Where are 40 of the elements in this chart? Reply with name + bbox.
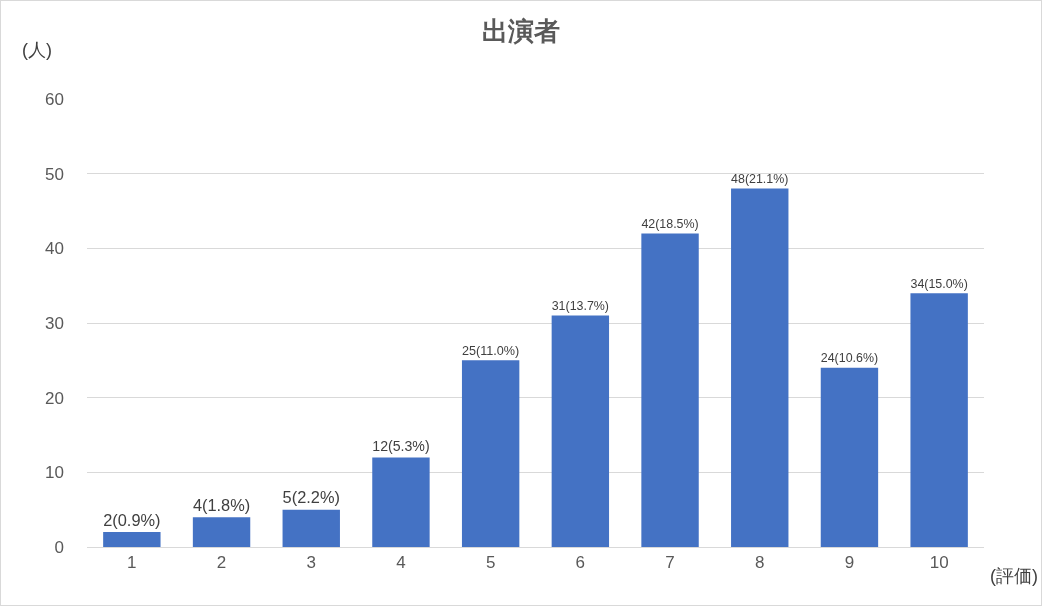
x-tick-label: 10 [929, 553, 949, 573]
y-tick-label: 10 [45, 463, 64, 483]
data-label: 42(18.5%) [641, 216, 699, 231]
bar [192, 517, 251, 547]
data-label: 34(15.0%) [910, 276, 968, 291]
bar [910, 293, 968, 547]
y-tick-label: 50 [45, 164, 64, 184]
bar [731, 188, 789, 547]
y-axis-title: (人) [22, 40, 52, 60]
data-label: 31(13.7%) [551, 298, 610, 313]
data-label: 25(11.0%) [461, 343, 520, 358]
bar [641, 233, 699, 547]
x-tick-label: 3 [306, 553, 316, 573]
data-label: 12(5.3%) [372, 438, 430, 455]
x-tick-label: 7 [665, 553, 675, 573]
y-tick-label: 30 [45, 313, 64, 333]
x-tick-label: 2 [216, 553, 227, 573]
bar [103, 532, 161, 547]
bar [372, 457, 430, 547]
x-tick-label: 8 [755, 553, 765, 573]
y-tick-label: 40 [45, 239, 64, 259]
x-tick-label: 1 [127, 553, 137, 573]
x-tick-label: 9 [844, 553, 855, 573]
x-axis-title: (評価) [990, 566, 1038, 586]
x-tick-label: 4 [396, 553, 406, 573]
bar [820, 367, 879, 547]
bar [551, 315, 610, 547]
x-tick-label: 6 [575, 553, 586, 573]
y-tick-label: 60 [45, 89, 64, 109]
y-tick-label: 0 [54, 537, 64, 557]
data-label: 48(21.1%) [731, 171, 789, 186]
chart-title: 出演者 [482, 16, 560, 47]
data-label: 24(10.6%) [820, 351, 879, 366]
bar [461, 360, 520, 547]
data-label: 4(1.8%) [192, 495, 251, 514]
y-tick-label: 20 [45, 388, 64, 408]
data-label: 2(0.9%) [103, 510, 161, 529]
x-tick-label: 5 [485, 553, 496, 573]
data-label: 5(2.2%) [282, 488, 340, 507]
bar [282, 509, 340, 547]
